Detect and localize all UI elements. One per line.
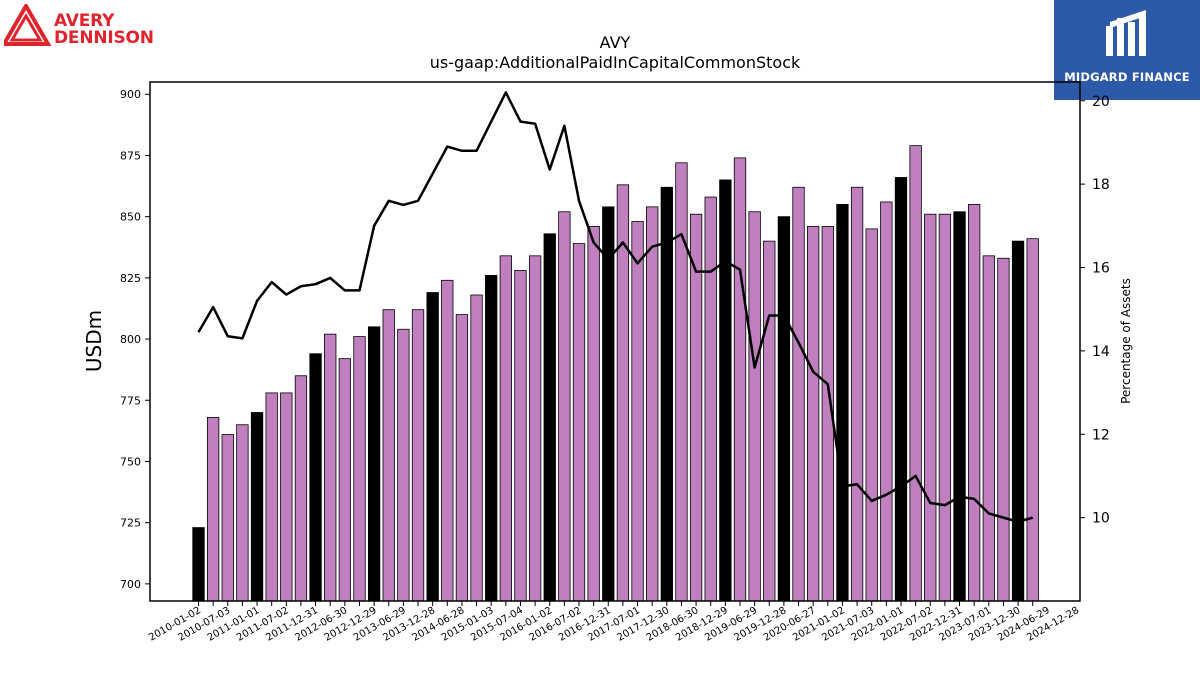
bar bbox=[558, 211, 571, 602]
bar bbox=[250, 412, 264, 602]
logo-text-avery: AVERY bbox=[54, 11, 115, 31]
plot-frame bbox=[149, 81, 1081, 602]
bar bbox=[382, 309, 395, 602]
bar bbox=[660, 186, 673, 602]
bar bbox=[631, 221, 644, 602]
y2-axis-label: Percentage of Assets bbox=[1119, 278, 1133, 404]
y2-tick-label: 14 bbox=[1092, 344, 1110, 360]
bar bbox=[719, 179, 732, 602]
bar bbox=[602, 206, 615, 602]
bar bbox=[528, 255, 542, 602]
y-tick-label: 800 bbox=[120, 333, 141, 346]
bar bbox=[646, 206, 659, 602]
bar bbox=[763, 240, 776, 602]
bar bbox=[909, 145, 922, 602]
bar bbox=[968, 204, 981, 602]
avery-dennison-logo-icon bbox=[4, 4, 52, 46]
y2-tick-label: 16 bbox=[1092, 261, 1110, 277]
bar bbox=[982, 255, 995, 602]
bar bbox=[572, 243, 586, 602]
bar bbox=[192, 527, 205, 602]
bar bbox=[777, 216, 791, 602]
bar bbox=[704, 196, 717, 602]
y-tick-label: 875 bbox=[120, 149, 141, 162]
bar bbox=[411, 309, 425, 602]
bar bbox=[367, 326, 381, 602]
series-line bbox=[197, 91, 1034, 524]
y-tick-label: 825 bbox=[120, 272, 141, 285]
avery-dennison-logo: AVERY DENNISON bbox=[0, 0, 170, 50]
bar bbox=[1011, 240, 1025, 602]
chart-title: AVY bbox=[600, 33, 631, 52]
bar bbox=[338, 358, 352, 602]
chart-subtitle: us-gaap:AdditionalPaidInCapitalCommonSto… bbox=[430, 53, 801, 72]
bar bbox=[543, 233, 556, 602]
bar bbox=[1026, 238, 1039, 602]
bar bbox=[206, 416, 220, 602]
bar bbox=[748, 211, 761, 602]
bar bbox=[997, 257, 1010, 602]
bar bbox=[953, 211, 966, 602]
y2-tick-label: 12 bbox=[1092, 427, 1110, 443]
y2-tick-label: 20 bbox=[1092, 94, 1110, 110]
bar bbox=[309, 353, 322, 602]
bar bbox=[265, 392, 278, 602]
bar bbox=[426, 292, 439, 602]
bar bbox=[587, 226, 600, 602]
y-axis-left: 700 725 750 775 800 825 850 875 900 bbox=[120, 88, 150, 591]
y-tick-label: 775 bbox=[120, 394, 141, 407]
bar bbox=[836, 204, 849, 602]
bar bbox=[280, 392, 293, 602]
y2-tick-label: 18 bbox=[1092, 177, 1110, 193]
bar bbox=[733, 157, 747, 602]
bar bbox=[880, 201, 893, 602]
bar bbox=[865, 228, 878, 602]
midgard-finance-logo-icon bbox=[1106, 10, 1146, 56]
bar bbox=[675, 162, 688, 602]
bar bbox=[807, 226, 820, 602]
bar bbox=[236, 424, 249, 602]
bar bbox=[221, 434, 234, 602]
bar bbox=[441, 279, 454, 602]
y2-tick-label: 10 bbox=[1092, 511, 1110, 527]
bar bbox=[514, 270, 527, 602]
bar bbox=[455, 314, 469, 602]
bar bbox=[353, 336, 366, 602]
bar bbox=[470, 294, 483, 602]
y-tick-label: 750 bbox=[120, 455, 141, 468]
bar bbox=[324, 333, 337, 602]
line-layer bbox=[197, 91, 1034, 524]
y-tick-label: 900 bbox=[120, 88, 141, 101]
y-axis-right: 10 12 14 16 18 20 bbox=[1080, 94, 1110, 527]
bar bbox=[499, 255, 512, 602]
y-tick-label: 700 bbox=[120, 578, 141, 591]
bar bbox=[397, 328, 410, 602]
bar bbox=[850, 186, 864, 602]
y-tick-label: 850 bbox=[120, 211, 141, 224]
bar bbox=[792, 186, 805, 602]
bar bbox=[938, 213, 952, 602]
logo-text-dennison: DENNISON bbox=[54, 28, 154, 48]
bar bbox=[924, 213, 937, 602]
x-axis: 2010-01-022010-07-032011-01-012011-07-02… bbox=[147, 601, 1081, 644]
y-axis-label: USDm bbox=[82, 310, 106, 372]
bar bbox=[485, 274, 498, 602]
bar bbox=[894, 177, 908, 602]
bar bbox=[294, 375, 308, 602]
logo-text-midgard: MIDGARD FINANCE bbox=[1064, 70, 1190, 84]
bars-layer bbox=[192, 145, 1039, 602]
y-tick-label: 725 bbox=[120, 517, 141, 530]
midgard-finance-logo: MIDGARD FINANCE bbox=[1054, 0, 1200, 100]
